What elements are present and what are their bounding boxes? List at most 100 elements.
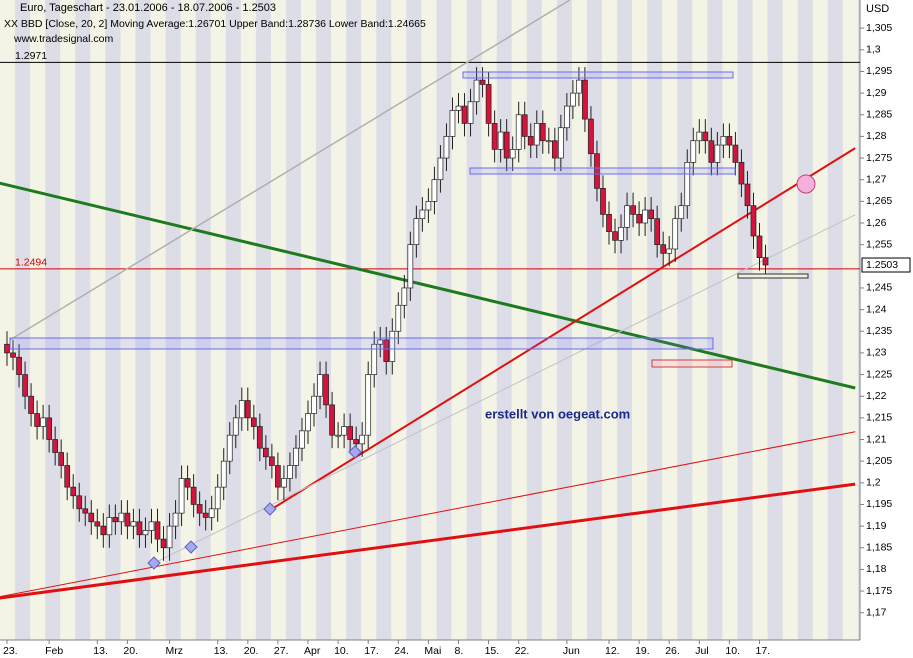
x-tick-label: Jul [695, 645, 708, 657]
candle-body [190, 486, 197, 505]
candle-body [94, 521, 101, 527]
candle-body [395, 304, 402, 332]
candle-body [10, 352, 16, 358]
candle-body [347, 426, 353, 440]
candle-body [509, 149, 516, 159]
x-tick-label: 15. [485, 645, 500, 657]
candle-body [329, 404, 335, 436]
candle-body [269, 456, 275, 466]
candle-body [570, 92, 576, 107]
y-tick-label: 1,175 [866, 585, 892, 597]
x-tick-label: 22. [515, 645, 530, 657]
candle-body [732, 144, 739, 163]
candle-body [485, 84, 492, 124]
candle-body [154, 521, 161, 540]
candle-body [654, 218, 661, 246]
candle-body [172, 512, 179, 527]
candle-body [148, 521, 155, 531]
trendline [0, 431, 856, 598]
candle-body [220, 460, 227, 488]
candle-body [202, 512, 209, 518]
candle-body [160, 538, 167, 549]
candle-body [545, 140, 552, 143]
x-tick-label: 13. [93, 645, 108, 657]
candle-body [275, 465, 281, 488]
candle-body [52, 439, 59, 453]
candle-body [214, 486, 221, 510]
candle-body [293, 447, 299, 466]
x-tick-label: 27. [274, 645, 289, 657]
candle-body [473, 79, 480, 103]
candle-body [564, 105, 570, 129]
x-tick-label: 12. [605, 645, 620, 657]
candle-body [196, 504, 203, 514]
trendline [0, 482, 856, 600]
candle-body [100, 525, 107, 536]
candle-body [479, 79, 486, 85]
y-tick-label: 1,29 [866, 87, 887, 99]
candle-body [365, 374, 372, 436]
candle-body [756, 235, 763, 258]
x-tick-label: 10. [334, 645, 349, 657]
candle-body [678, 205, 685, 220]
x-tick-label: 23. [3, 645, 18, 657]
y-tick-label: 1,245 [866, 282, 892, 294]
candle-body [178, 478, 185, 514]
candle-body [455, 105, 462, 111]
y-tick-label: 1,3 [866, 44, 881, 56]
candle-body [28, 395, 34, 414]
candle-body [142, 530, 149, 536]
candle-body [311, 395, 317, 414]
candle-body [70, 486, 77, 497]
candle-body [407, 244, 414, 289]
candle-body [263, 447, 269, 458]
y-tick-label: 1,275 [866, 152, 892, 164]
marker [348, 445, 362, 459]
candle-body [708, 140, 715, 163]
y-tick-label: 1,235 [866, 325, 892, 337]
candle-body [34, 413, 40, 427]
candle-body [238, 400, 245, 419]
candle-body [443, 136, 450, 159]
x-tick-label: 17. [756, 645, 771, 657]
candle-body [762, 257, 769, 266]
x-tick-label: Jun [563, 645, 580, 657]
candle-body [690, 140, 697, 163]
candle-body [491, 123, 498, 150]
y-tick-label: 1,2 [866, 477, 881, 489]
candle-body [594, 153, 600, 189]
candle-body [377, 339, 384, 345]
y-tick-label: 1,27 [866, 173, 887, 185]
candle-body [401, 287, 408, 306]
trendline [9, 0, 571, 341]
candle-body [497, 131, 504, 150]
x-tick-label: 26. [665, 645, 680, 657]
y-tick-label: 1,17 [866, 607, 887, 619]
y-tick-label: 1,195 [866, 498, 892, 510]
y-tick-label: 1,305 [866, 22, 892, 34]
candle-body [359, 434, 366, 445]
x-tick-label: 24. [394, 645, 409, 657]
marker [796, 174, 816, 194]
candle-body [184, 478, 191, 488]
candle-body [4, 343, 10, 354]
candle-body [58, 452, 65, 466]
candle-body [660, 244, 667, 254]
candle-body [299, 430, 305, 449]
x-tick-label: 19. [635, 645, 650, 657]
candle-body [750, 205, 757, 237]
candle-body [256, 426, 263, 449]
x-tick-label: Mai [424, 645, 441, 657]
candle-body [696, 131, 703, 142]
axis-background [0, 640, 860, 658]
zone-box [462, 71, 734, 79]
zone-box [9, 337, 714, 350]
x-tick-label: 20. [244, 645, 259, 657]
candle-body [335, 434, 341, 437]
candle-body [317, 374, 323, 397]
y-tick-label: 1,28 [866, 130, 887, 142]
candle-body [118, 512, 125, 523]
y-tick-label: 1,185 [866, 542, 892, 554]
level-label: 1.2971 [15, 50, 47, 62]
candle-body [588, 118, 594, 155]
